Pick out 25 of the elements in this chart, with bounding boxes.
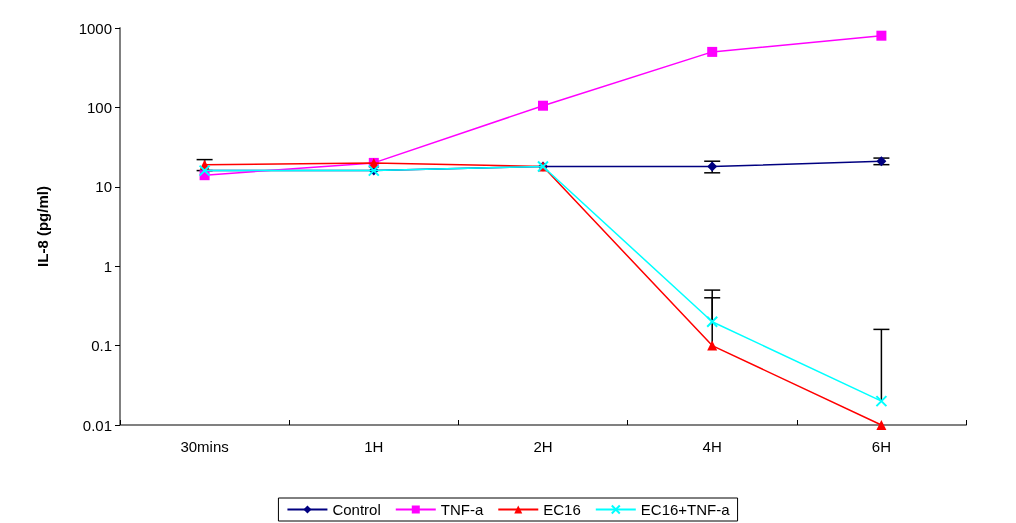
legend-label: EC16 — [543, 501, 581, 518]
y-tick-label: 10 — [95, 178, 112, 196]
point — [707, 46, 718, 57]
legend-label: TNF-a — [440, 501, 484, 518]
y-tick-label: 1 — [103, 257, 112, 275]
point — [538, 100, 548, 111]
x-tick-label: 30mins — [180, 438, 229, 455]
point — [706, 315, 719, 328]
point — [707, 161, 718, 172]
legend-label: Control — [332, 501, 381, 518]
y-tick-label: 0.1 — [91, 337, 112, 355]
point — [707, 340, 718, 351]
point — [876, 30, 887, 41]
point — [876, 156, 887, 167]
x-tick-label: 6H — [871, 438, 891, 455]
point — [875, 395, 888, 408]
x-tick-label: 4H — [702, 438, 722, 455]
y-tick-label: 100 — [86, 98, 112, 116]
x-tick-label: 2H — [533, 438, 553, 455]
y-tick-label: 0.01 — [82, 416, 112, 434]
y-tick-label: 1000 — [78, 19, 112, 37]
x-tick-label: 1H — [364, 438, 384, 455]
legend-label: EC16+TNF-a — [640, 501, 731, 518]
point — [876, 420, 887, 430]
y-axis-title: IL-8 (pg/ml) — [34, 186, 51, 267]
